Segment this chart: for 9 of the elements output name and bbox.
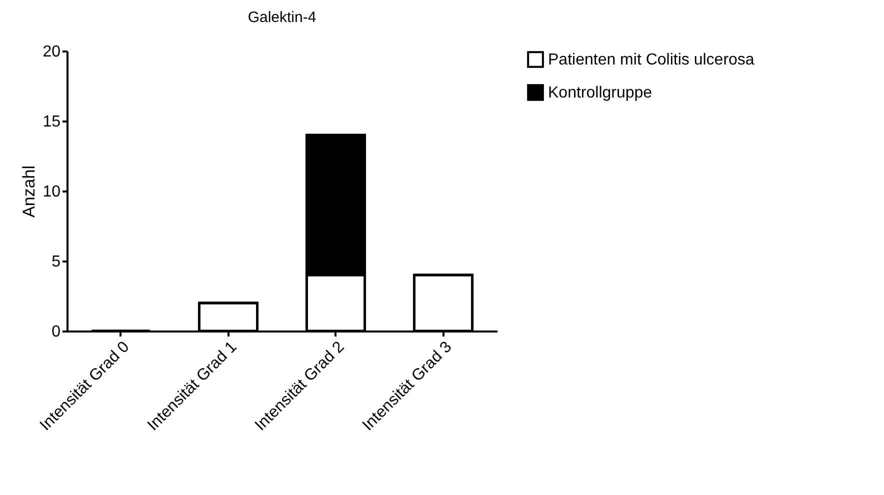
chart-title: Galektin-4 [248, 9, 316, 26]
y-axis-title: Anzahl [20, 166, 39, 218]
legend-label: Kontrollgruppe [548, 84, 652, 102]
y-tick-label: 0 [52, 324, 61, 340]
legend-label: Patienten mit Colitis ulcerosa [548, 52, 754, 68]
y-tick-label: 5 [52, 254, 61, 270]
y-tick-label: 20 [42, 44, 61, 60]
y-tick-label: 15 [42, 114, 61, 130]
y-tick-label: 10 [42, 184, 61, 200]
